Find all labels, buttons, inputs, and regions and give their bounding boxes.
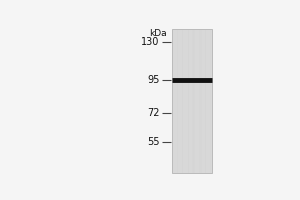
Text: 130: 130 (141, 37, 160, 47)
Bar (182, 29, 183, 173)
Bar (201, 29, 202, 173)
Bar (177, 29, 178, 173)
Text: 95: 95 (147, 75, 160, 85)
Bar (188, 29, 189, 173)
Bar (200, 29, 201, 173)
Bar (192, 29, 193, 173)
Text: 72: 72 (147, 108, 160, 118)
Bar (194, 29, 195, 173)
Bar (193, 29, 194, 173)
Bar (210, 29, 211, 173)
Text: 55: 55 (147, 137, 160, 147)
Text: kDa: kDa (149, 29, 167, 38)
Bar (205, 29, 206, 173)
Bar (172, 29, 212, 173)
